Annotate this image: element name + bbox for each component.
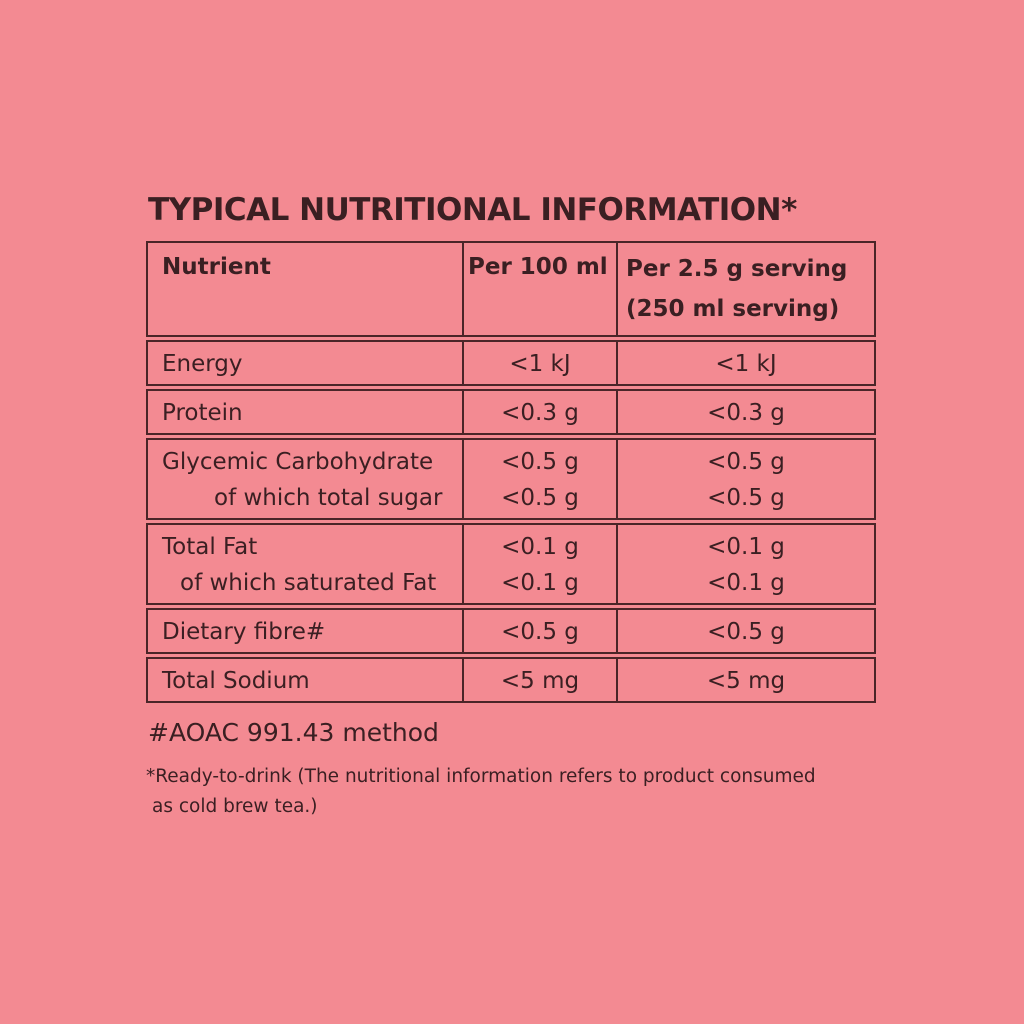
value-per-serving: <1 kJ: [616, 340, 876, 386]
footnote-ready-to-drink: *Ready-to-drink (The nutritional informa…: [146, 762, 886, 822]
value-per-100ml-sub: <0.1 g: [501, 570, 579, 596]
value-per-serving: <0.1 g: [707, 534, 785, 560]
nutrient-subname: of which total sugar: [214, 485, 443, 511]
nutrient-name: Energy: [146, 340, 462, 386]
nutrient-name: Total Fat: [162, 534, 258, 560]
value-per-100ml: <0.5 g: [501, 449, 579, 475]
value-per-serving: <5 mg: [616, 657, 876, 703]
header-per-100ml: Per 100 ml: [462, 241, 616, 337]
value-per-serving-cell: <0.5 g <0.5 g: [616, 438, 876, 520]
value-per-100ml: <5 mg: [462, 657, 616, 703]
nutrient-name: Protein: [146, 389, 462, 435]
value-per-serving: <0.3 g: [616, 389, 876, 435]
header-per-serving-line2: (250 ml serving): [626, 296, 840, 322]
header-per-serving: Per 2.5 g serving (250 ml serving): [616, 241, 876, 337]
table-row: Protein <0.3 g <0.3 g: [146, 389, 876, 435]
value-per-serving-sub: <0.1 g: [707, 570, 785, 596]
footnote-ready-line1: *Ready-to-drink (The nutritional informa…: [146, 766, 816, 787]
nutrient-name: Total Sodium: [146, 657, 462, 703]
table-row: Total Fat of which saturated Fat <0.1 g …: [146, 523, 876, 605]
table-row: Dietary fibre# <0.5 g <0.5 g: [146, 608, 876, 654]
value-per-100ml-cell: <0.5 g <0.5 g: [462, 438, 616, 520]
table-row: Total Sodium <5 mg <5 mg: [146, 657, 876, 703]
table-header-row: Nutrient Per 100 ml Per 2.5 g serving (2…: [146, 241, 876, 337]
footnote-ready-line2: as cold brew tea.): [152, 796, 318, 817]
value-per-serving-sub: <0.5 g: [707, 485, 785, 511]
value-per-serving: <0.5 g: [707, 449, 785, 475]
page-title: TYPICAL NUTRITIONAL INFORMATION*: [148, 192, 797, 228]
value-per-100ml: <0.3 g: [462, 389, 616, 435]
nutrition-panel: TYPICAL NUTRITIONAL INFORMATION* Nutrien…: [146, 190, 886, 822]
nutrition-table: Nutrient Per 100 ml Per 2.5 g serving (2…: [146, 238, 876, 706]
value-per-100ml: <0.1 g: [501, 534, 579, 560]
value-per-serving-cell: <0.1 g <0.1 g: [616, 523, 876, 605]
value-per-serving: <0.5 g: [616, 608, 876, 654]
table-row: Energy <1 kJ <1 kJ: [146, 340, 876, 386]
value-per-100ml: <1 kJ: [462, 340, 616, 386]
nutrient-name: Dietary fibre#: [146, 608, 462, 654]
value-per-100ml: <0.5 g: [462, 608, 616, 654]
value-per-100ml-sub: <0.5 g: [501, 485, 579, 511]
table-row: Glycemic Carbohydrate of which total sug…: [146, 438, 876, 520]
header-per-serving-line1: Per 2.5 g serving: [626, 256, 848, 282]
footnote-method: #AOAC 991.43 method: [148, 718, 439, 747]
nutrient-subname: of which saturated Fat: [180, 570, 437, 596]
nutrient-name: Glycemic Carbohydrate: [162, 449, 434, 475]
header-nutrient: Nutrient: [146, 241, 462, 337]
nutrient-name-cell: Total Fat of which saturated Fat: [146, 523, 462, 605]
nutrient-name-cell: Glycemic Carbohydrate of which total sug…: [146, 438, 462, 520]
value-per-100ml-cell: <0.1 g <0.1 g: [462, 523, 616, 605]
